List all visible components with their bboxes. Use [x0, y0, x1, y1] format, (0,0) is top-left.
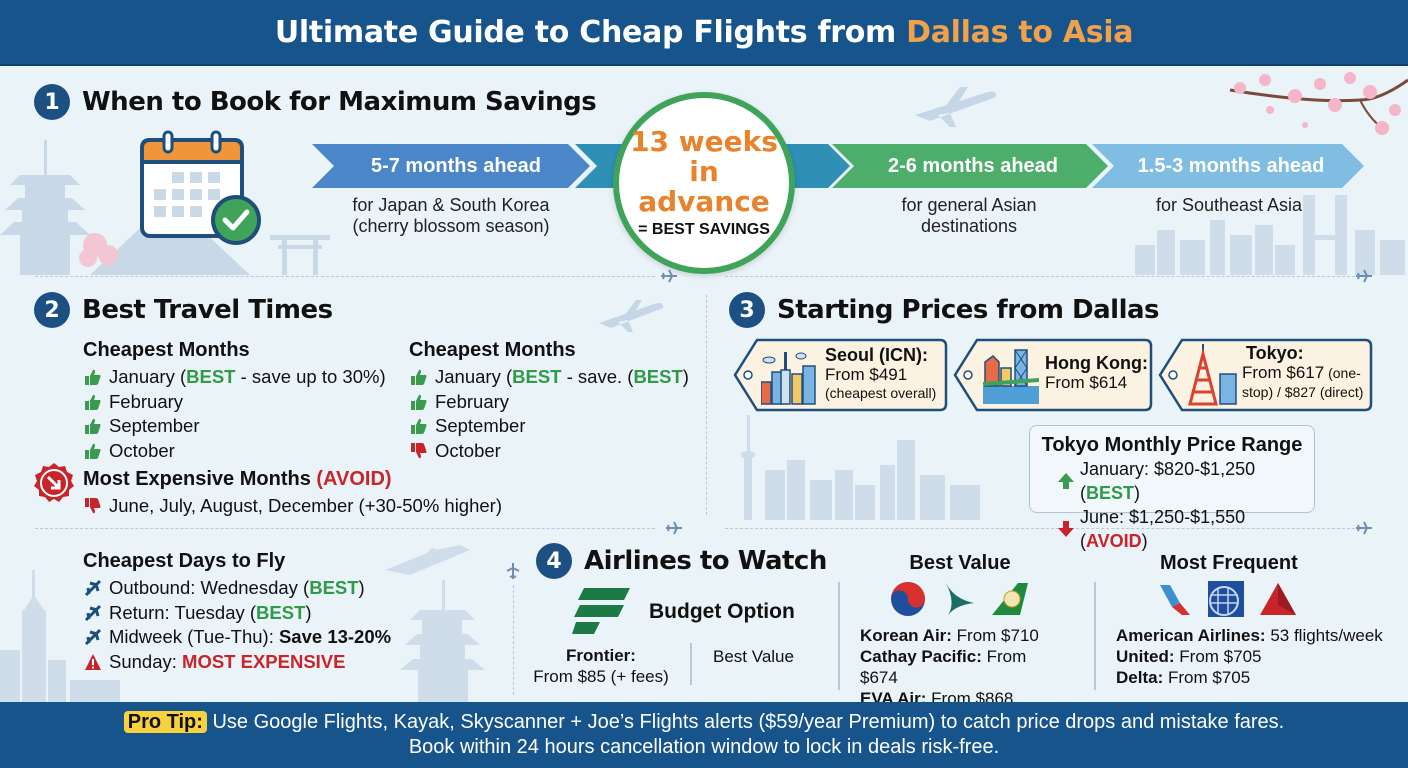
list-item: Sunday: MOST EXPENSIVE — [83, 650, 391, 675]
pro-tip-footer: Pro Tip: Use Google Flights, Kayak, Skys… — [0, 702, 1408, 768]
divider — [35, 276, 655, 277]
budget-option-heading: Budget Option — [649, 600, 795, 623]
list-item: February — [83, 390, 386, 415]
list-item: October — [409, 439, 689, 464]
cheapest-months-list-1: Cheapest Months January (BEST - save up … — [83, 339, 386, 463]
plane-icon — [83, 603, 103, 623]
section-1-title: 1 When to Book for Maximum Savings — [34, 84, 597, 120]
divider — [35, 528, 655, 529]
korean-air-logo-icon — [891, 582, 925, 616]
divider — [690, 643, 692, 685]
timeline-caption-2: for general Asian destinations — [901, 195, 1037, 236]
list-item: January (BEST - save. (BEST) — [409, 365, 689, 390]
section-number-badge: 4 — [536, 543, 572, 579]
divider — [725, 528, 1355, 529]
list-item: Outbound: Wednesday (BEST) — [83, 576, 391, 601]
timeline-step-3: 1.5-3 months ahead — [1092, 144, 1364, 188]
thumbs-up-icon — [83, 441, 103, 461]
list-item: January: $820-$1,250 (BEST) — [1030, 457, 1314, 505]
eva-air-logo-icon — [992, 583, 1028, 615]
best-value-airlines: Best Value Korean Air: From $710 Cathay … — [860, 552, 1039, 708]
list-item: September — [83, 414, 386, 439]
list-item: June, July, August, December (+30-50% hi… — [83, 494, 502, 519]
timeline-caption-3: for Southeast Asia — [1155, 195, 1303, 215]
section-number-badge: 2 — [34, 292, 70, 328]
divider — [725, 276, 1355, 277]
price-tag-hong-kong: Hong Kong: From $614 — [953, 338, 1153, 412]
list-item: February — [409, 390, 689, 415]
price-down-badge-icon — [34, 463, 74, 502]
list-item: October — [83, 439, 386, 464]
skyline-silhouette-icon — [741, 415, 980, 520]
divider — [706, 295, 707, 515]
timeline-step-2: 2-6 months ahead — [832, 144, 1108, 188]
frontier-price: Frontier: From $85 (+ fees) — [533, 646, 669, 686]
plane-marker-icon — [1356, 521, 1372, 535]
best-value-label: Best Value — [713, 647, 794, 666]
timeline-caption-1: for Japan & South Korea (cherry blossom … — [352, 195, 550, 236]
plane-icon — [83, 627, 103, 647]
plane-icon — [83, 578, 103, 598]
calendar-check-icon — [140, 130, 261, 245]
title-accent: Dallas to Asia — [906, 14, 1134, 50]
pro-tip-label: Pro Tip: — [123, 711, 207, 733]
airplane-silhouette-2-icon — [599, 300, 664, 332]
thumbs-up-icon — [409, 416, 429, 436]
cheapest-months-list-2: Cheapest Months January (BEST - save. (B… — [409, 339, 689, 463]
thumbs-down-icon — [409, 441, 429, 461]
arrow-down-icon — [1056, 519, 1076, 539]
price-tag-tokyo: Tokyo: From $617 (one- stop) / $827 (dir… — [1158, 338, 1373, 412]
timeline-step-1: 5-7 months ahead — [312, 144, 590, 188]
best-savings-highlight: 13 weeks in advance = BEST SAVINGS — [613, 92, 795, 274]
united-logo-icon — [1208, 581, 1244, 617]
list-item: September — [409, 414, 689, 439]
divider — [513, 585, 514, 695]
thumbs-up-icon — [409, 367, 429, 387]
plane-marker-icon — [1356, 269, 1372, 283]
cathay-pacific-logo-icon — [946, 583, 974, 615]
divider — [838, 582, 840, 690]
hong-kong-skyline-icon — [983, 349, 1039, 404]
frontier-logo-icon — [572, 588, 630, 634]
divider — [1094, 582, 1096, 690]
thumbs-up-icon — [83, 416, 103, 436]
list-item: Return: Tuesday (BEST) — [83, 601, 391, 626]
thumbs-up-icon — [83, 367, 103, 387]
page-title: Ultimate Guide to Cheap Flights from Dal… — [274, 14, 1134, 50]
plane-marker-icon — [506, 563, 520, 579]
arrow-up-icon — [1056, 471, 1076, 491]
airplane-silhouette-icon — [915, 87, 997, 127]
price-tag-seoul: Seoul (ICN): From $491 (cheapest overall… — [733, 338, 948, 412]
american-airlines-logo-icon — [1160, 585, 1190, 615]
page-header: Ultimate Guide to Cheap Flights from Dal… — [0, 0, 1408, 66]
warning-icon — [83, 652, 103, 672]
pagoda-silhouette-lower-icon — [385, 545, 485, 702]
cheapest-days-list: Cheapest Days to Fly Outbound: Wednesday… — [83, 550, 391, 674]
seoul-skyline-icon — [761, 352, 816, 405]
section-2-title: 2 Best Travel Times — [34, 292, 333, 328]
most-expensive-months: Most Expensive Months (AVOID) June, July… — [83, 468, 502, 519]
section-number-badge: 1 — [34, 84, 70, 120]
most-frequent-airlines: Most Frequent American Airlines: 53 flig… — [1116, 552, 1383, 687]
section-4-title: 4 Airlines to Watch — [536, 543, 827, 579]
plane-marker-icon — [661, 269, 677, 283]
tokyo-price-range-box: Tokyo Monthly Price Range January: $820-… — [1029, 425, 1315, 551]
thumbs-up-icon — [409, 392, 429, 412]
list-item: January (BEST - save up to 30%) — [83, 365, 386, 390]
section-number-badge: 3 — [729, 292, 765, 328]
thumbs-up-icon — [83, 392, 103, 412]
section-3-title: 3 Starting Prices from Dallas — [729, 292, 1160, 328]
plane-marker-icon — [666, 521, 682, 535]
tokyo-tower-icon — [1188, 344, 1237, 406]
delta-logo-icon — [1260, 583, 1296, 615]
list-item: June: $1,250-$1,550 (AVOID) — [1030, 505, 1314, 553]
list-item: Midweek (Tue-Thu): Save 13-20% — [83, 625, 391, 650]
thumbs-down-icon — [83, 496, 103, 516]
